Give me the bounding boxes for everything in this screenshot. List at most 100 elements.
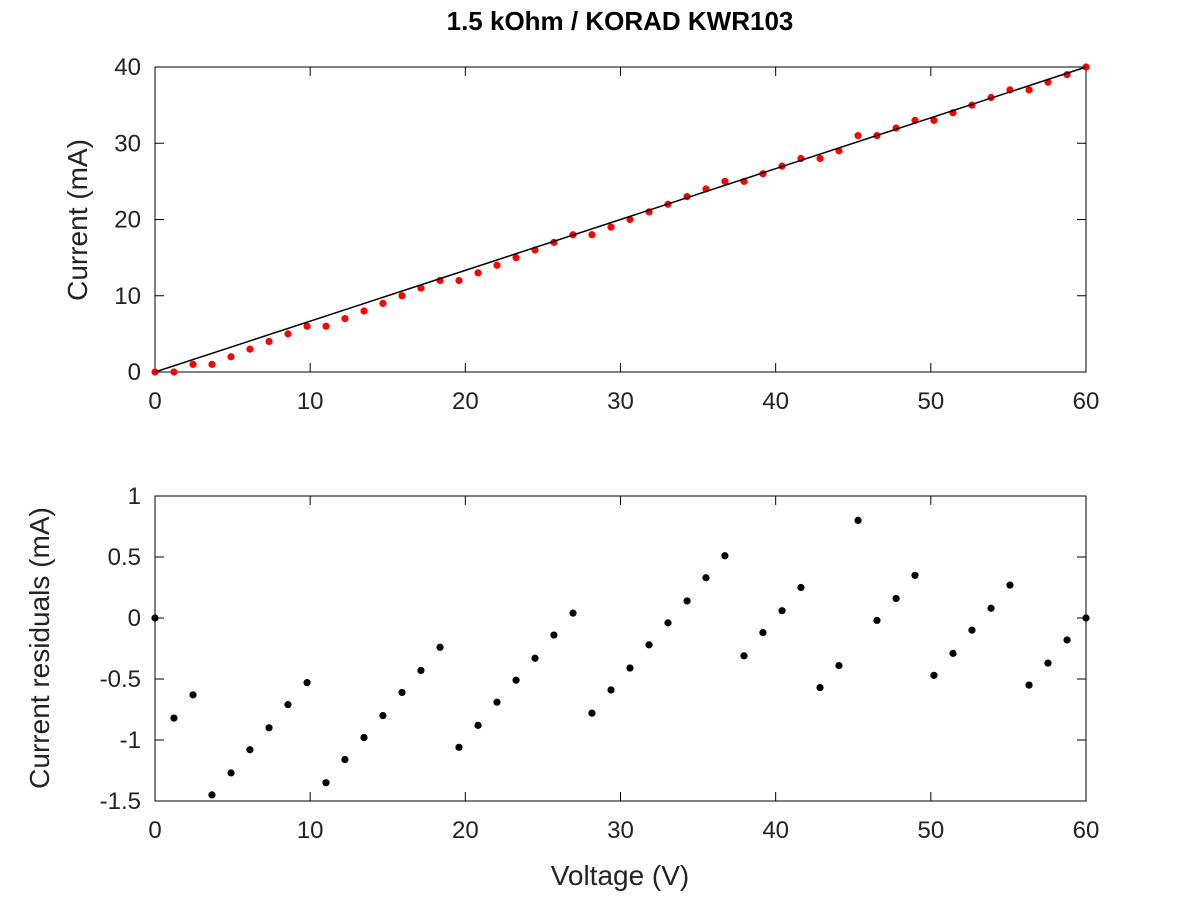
bottom-data-point (721, 552, 729, 560)
residuals-plot: 0 10 20 30 40 50 60 -1.5 -1 -0.5 0 0.5 1 (100, 483, 1100, 844)
top-data-point (721, 177, 729, 185)
bottom-x-tick-label: 20 (452, 817, 479, 844)
top-data-point (227, 353, 235, 361)
bottom-x-tick-label: 40 (762, 817, 789, 844)
bottom-x-tick-label: 60 (1073, 817, 1100, 844)
bottom-data-point (683, 597, 691, 605)
bottom-data-point (892, 594, 900, 603)
bottom-data-point (1025, 681, 1033, 689)
bottom-data-point (759, 629, 767, 637)
bottom-y-tick-label: 0 (128, 605, 141, 632)
top-y-tick-label: 10 (114, 283, 141, 310)
bottom-data-point (645, 641, 653, 649)
bottom-data-point (493, 698, 501, 706)
top-data-point (322, 322, 330, 330)
bottom-data-point (189, 691, 197, 699)
bottom-data-point (607, 686, 615, 694)
bottom-data-point (246, 746, 254, 754)
bottom-plot-frame (154, 495, 1087, 802)
top-x-tick-label: 60 (1073, 388, 1100, 415)
bottom-data-point (854, 516, 862, 525)
bottom-data-point (550, 631, 558, 639)
bottom-y-tick-label: -1 (120, 727, 141, 754)
bottom-data-point (379, 712, 387, 720)
bottom-data-point (531, 654, 539, 662)
bottom-y-tick-label: 1 (128, 483, 141, 510)
top-data-point (455, 276, 463, 285)
bottom-data-point (987, 604, 995, 612)
bottom-data-point (341, 755, 349, 764)
bottom-data-point (284, 701, 292, 709)
top-data-point (379, 299, 387, 307)
bottom-data-point (1006, 581, 1014, 589)
top-y-tick-label: 0 (128, 359, 141, 386)
top-data-point (398, 292, 406, 300)
top-y-tick-label: 20 (114, 207, 141, 234)
top-data-point (170, 368, 178, 376)
bottom-data-point (835, 661, 843, 670)
chart-title: 1.5 kOhm / KORAD KWR103 (447, 6, 794, 36)
top-data-point (303, 322, 311, 330)
bottom-y-tick-label: -1.5 (100, 788, 141, 815)
top-data-point (474, 269, 482, 277)
bottom-data-point (208, 791, 216, 799)
top-data-point (284, 330, 292, 338)
bottom-data-point (626, 664, 634, 672)
top-data-point (493, 261, 501, 269)
bottom-x-tick-label: 30 (607, 817, 634, 844)
bottom-data-point (1063, 636, 1071, 644)
bottom-data-point (702, 574, 710, 582)
top-x-tick-label: 30 (607, 388, 634, 415)
top-y-tick-label: 30 (114, 130, 141, 157)
top-x-tick-label: 40 (762, 388, 789, 415)
bottom-y-tick-label: 0.5 (108, 544, 141, 571)
bottom-data-point (873, 616, 881, 625)
bottom-data-point (170, 714, 178, 722)
bottom-data-point (797, 583, 805, 592)
top-x-tick-label: 0 (148, 388, 161, 415)
bottom-data-point (1082, 614, 1090, 622)
top-y-axis-label: Current (mA) (62, 139, 93, 301)
bottom-data-point (398, 688, 406, 697)
bottom-x-axis-label: Voltage (V) (551, 860, 690, 891)
bottom-data-point (417, 666, 425, 675)
top-data-point (512, 254, 520, 262)
top-data-point (360, 307, 368, 315)
bottom-data-point (1044, 659, 1052, 667)
bottom-data-point (949, 649, 957, 657)
bottom-x-tick-label: 50 (917, 817, 944, 844)
top-data-point (246, 345, 254, 353)
top-fit-line (154, 66, 1087, 373)
bottom-data-point (588, 709, 596, 717)
bottom-data-point (436, 643, 444, 651)
current-plot: 0 10 20 30 40 50 60 0 10 20 30 40 (114, 54, 1099, 415)
top-data-point (189, 360, 197, 368)
bottom-data-point (303, 679, 311, 687)
top-y-tick-label: 40 (114, 54, 141, 81)
top-x-tick-label: 10 (297, 388, 324, 415)
top-data-point (588, 231, 596, 239)
top-data-point (854, 132, 862, 140)
bottom-data-point (930, 671, 938, 679)
bottom-data-point (512, 676, 520, 684)
bottom-data-point (968, 626, 976, 634)
bottom-data-point (151, 614, 159, 622)
top-data-point (265, 337, 273, 346)
bottom-y-tick-label: -0.5 (100, 666, 141, 693)
bottom-data-point (740, 652, 748, 660)
top-data-point (208, 360, 216, 368)
top-data-point (1025, 86, 1033, 94)
bottom-data-point (816, 683, 824, 692)
bottom-data-point (265, 724, 273, 732)
top-data-point (417, 284, 425, 292)
bottom-data-point (474, 721, 482, 729)
bottom-x-tick-label: 0 (148, 817, 161, 844)
bottom-data-point (322, 779, 330, 787)
bottom-data-point (455, 743, 463, 751)
top-x-tick-label: 50 (917, 388, 944, 415)
bottom-data-point (778, 607, 786, 615)
top-data-point (341, 315, 349, 323)
top-x-tick-label: 20 (452, 388, 479, 415)
bottom-x-tick-label: 10 (297, 817, 324, 844)
